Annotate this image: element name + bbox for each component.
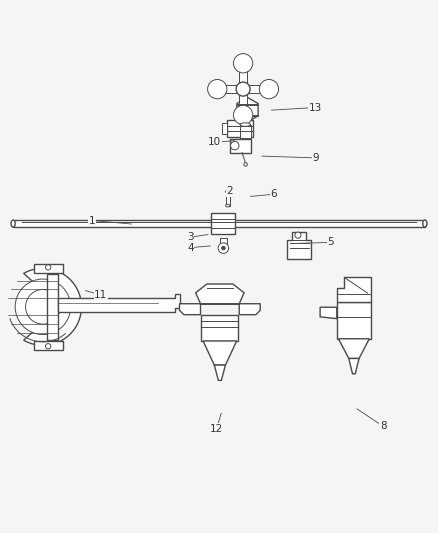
Polygon shape	[247, 85, 274, 93]
Circle shape	[46, 265, 51, 270]
Ellipse shape	[240, 123, 251, 126]
Text: 4: 4	[187, 243, 194, 253]
Ellipse shape	[423, 220, 427, 227]
Circle shape	[222, 246, 225, 250]
Circle shape	[236, 82, 250, 96]
Circle shape	[15, 279, 71, 335]
Bar	[337, 302, 371, 339]
Polygon shape	[34, 264, 63, 273]
Text: 9: 9	[312, 153, 319, 163]
Circle shape	[25, 289, 60, 324]
Bar	[227, 120, 253, 138]
Text: 11: 11	[94, 290, 107, 300]
Text: 8: 8	[380, 422, 387, 431]
Bar	[201, 314, 238, 341]
Text: 6: 6	[270, 189, 277, 199]
Circle shape	[218, 243, 229, 253]
Text: 2: 2	[226, 186, 233, 196]
Polygon shape	[339, 339, 369, 359]
Circle shape	[233, 106, 253, 125]
Ellipse shape	[11, 220, 15, 227]
Bar	[226, 191, 230, 206]
Text: 5: 5	[327, 237, 334, 247]
Circle shape	[259, 79, 279, 99]
Text: 10: 10	[208, 137, 221, 147]
Text: 1: 1	[88, 215, 95, 225]
Circle shape	[295, 232, 301, 238]
Polygon shape	[24, 268, 81, 345]
Polygon shape	[196, 284, 244, 304]
Polygon shape	[212, 85, 239, 93]
Text: 13: 13	[309, 102, 322, 112]
Polygon shape	[239, 93, 247, 120]
Polygon shape	[287, 232, 311, 259]
Polygon shape	[237, 98, 258, 122]
Polygon shape	[180, 304, 201, 314]
Circle shape	[244, 163, 247, 166]
Ellipse shape	[226, 204, 230, 207]
Circle shape	[230, 141, 239, 150]
Polygon shape	[58, 294, 180, 312]
Bar	[240, 125, 251, 138]
Bar	[211, 213, 236, 234]
Polygon shape	[214, 365, 226, 381]
Bar	[220, 238, 227, 244]
Bar	[13, 220, 425, 227]
Circle shape	[46, 344, 51, 349]
Ellipse shape	[226, 190, 230, 193]
Polygon shape	[337, 278, 371, 302]
Polygon shape	[239, 59, 247, 85]
Polygon shape	[320, 307, 337, 319]
Text: 12: 12	[210, 424, 223, 433]
Polygon shape	[34, 341, 63, 350]
Circle shape	[208, 79, 227, 99]
Polygon shape	[47, 274, 58, 340]
Bar	[237, 104, 258, 105]
Polygon shape	[239, 304, 260, 314]
Polygon shape	[203, 341, 237, 365]
Bar	[230, 139, 251, 152]
Polygon shape	[349, 359, 359, 374]
Circle shape	[233, 54, 253, 73]
Text: 3: 3	[187, 232, 194, 242]
Bar	[222, 123, 227, 134]
